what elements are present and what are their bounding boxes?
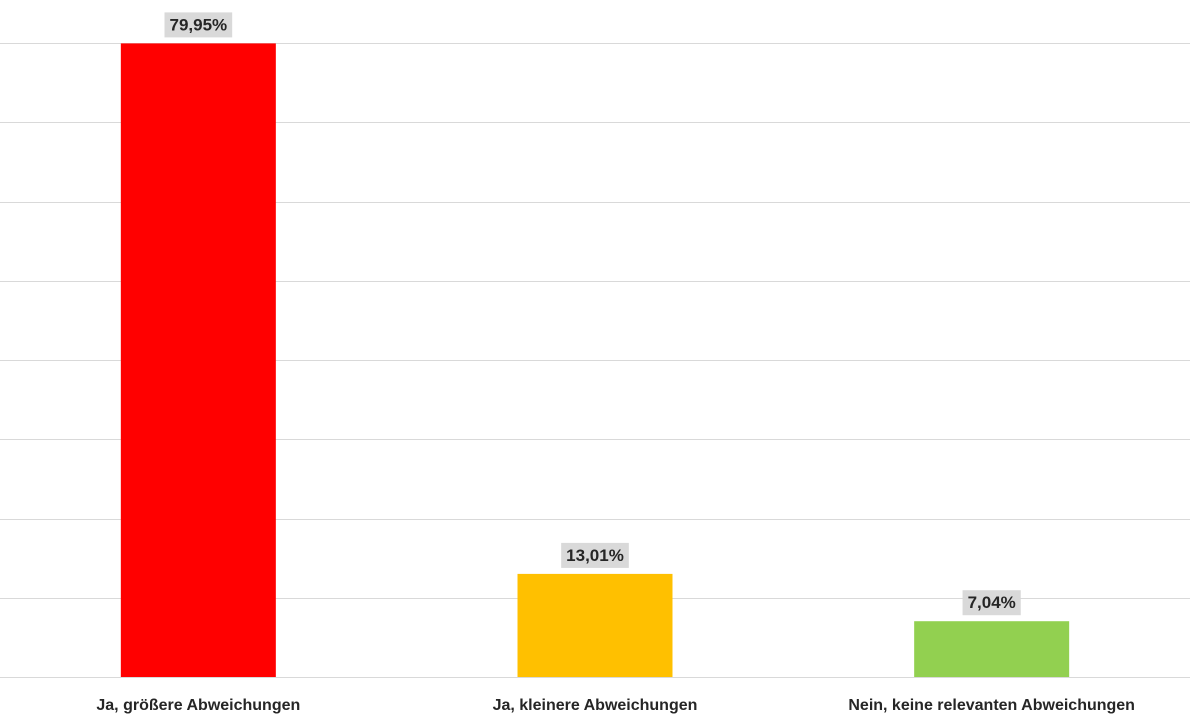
bar <box>517 573 673 677</box>
data-label-text: 13,01% <box>566 546 624 565</box>
data-label-text: 79,95% <box>169 15 227 34</box>
data-label: 13,01% <box>561 542 629 568</box>
data-label-background <box>164 12 233 38</box>
category-label: Ja, kleinere Abweichungen <box>493 697 698 714</box>
data-label: 79,95% <box>164 12 233 38</box>
category-labels: Ja, größere Abweichungen Ja, kleinere Abw… <box>96 697 1135 714</box>
category-label: Nein, keine relevanten Abweichungen <box>848 697 1135 714</box>
data-label-background <box>962 590 1021 616</box>
category-label: Ja, größere Abweichungen <box>96 697 300 714</box>
bars <box>120 43 1070 678</box>
data-label-background <box>561 542 629 568</box>
bar <box>120 43 276 678</box>
data-labels: 79,95% 13,01% 7,04% <box>164 12 1021 616</box>
bar <box>914 621 1070 677</box>
data-label: 7,04% <box>962 590 1021 616</box>
data-label-text: 7,04% <box>968 593 1016 612</box>
